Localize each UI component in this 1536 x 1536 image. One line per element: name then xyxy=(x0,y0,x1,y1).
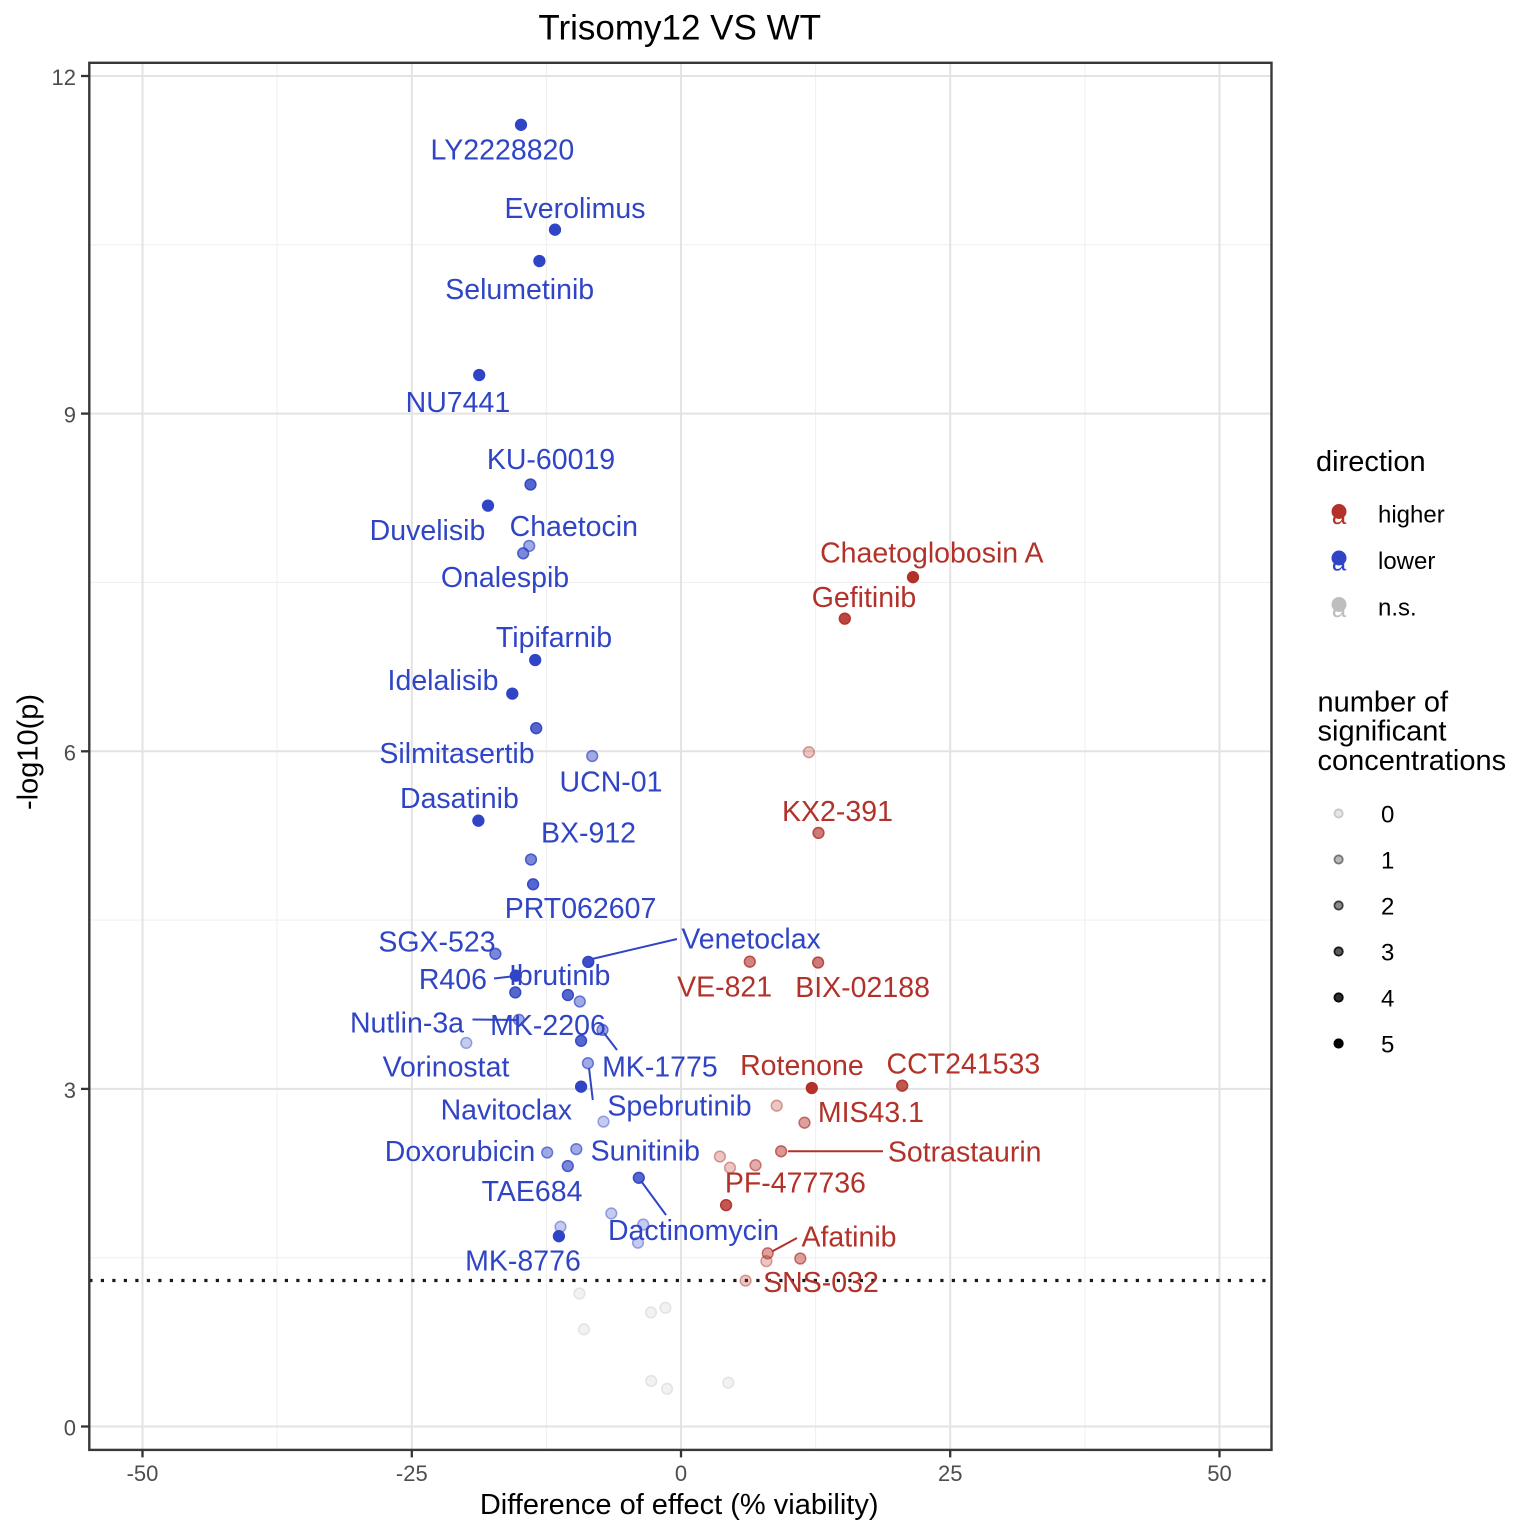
svg-text:5: 5 xyxy=(1381,1031,1394,1058)
svg-text:Spebrutinib: Spebrutinib xyxy=(607,1091,751,1123)
svg-text:KU-60019: KU-60019 xyxy=(487,444,615,476)
svg-text:Chaetocin: Chaetocin xyxy=(510,511,638,543)
svg-text:number of: number of xyxy=(1318,686,1450,718)
svg-text:n.s.: n.s. xyxy=(1378,595,1417,622)
svg-text:-log10(p): -log10(p) xyxy=(13,694,45,810)
svg-text:direction: direction xyxy=(1316,446,1426,478)
svg-text:Venetoclax: Venetoclax xyxy=(681,924,820,956)
svg-text:0: 0 xyxy=(1381,801,1394,828)
svg-text:Everolimus: Everolimus xyxy=(505,193,646,225)
svg-text:Afatinib: Afatinib xyxy=(801,1221,896,1253)
svg-text:-50: -50 xyxy=(127,1461,159,1486)
svg-text:Chaetoglobosin A: Chaetoglobosin A xyxy=(820,538,1043,570)
svg-text:50: 50 xyxy=(1207,1461,1231,1486)
svg-text:Difference of effect (% viabil: Difference of effect (% viability) xyxy=(480,1489,879,1521)
svg-text:LY2228820: LY2228820 xyxy=(431,135,575,167)
svg-text:Onalespib: Onalespib xyxy=(441,562,569,594)
svg-text:1: 1 xyxy=(1381,847,1394,874)
svg-text:-25: -25 xyxy=(396,1461,428,1486)
svg-text:3: 3 xyxy=(64,1078,76,1103)
svg-text:25: 25 xyxy=(938,1461,962,1486)
svg-text:Tipifarnib: Tipifarnib xyxy=(496,622,612,654)
svg-text:Gefitinib: Gefitinib xyxy=(812,582,917,614)
svg-text:MK-1775: MK-1775 xyxy=(602,1052,718,1084)
svg-text:Doxorubicin: Doxorubicin xyxy=(385,1136,536,1168)
svg-text:Nutlin-3a: Nutlin-3a xyxy=(350,1007,464,1039)
svg-text:PF-477736: PF-477736 xyxy=(725,1168,866,1200)
svg-text:Ibrutinib: Ibrutinib xyxy=(509,960,610,992)
svg-text:BX-912: BX-912 xyxy=(541,818,636,850)
svg-text:Selumetinib: Selumetinib xyxy=(445,274,594,306)
svg-text:R406: R406 xyxy=(419,964,487,996)
svg-text:Rotenone: Rotenone xyxy=(740,1050,864,1082)
svg-text:Trisomy12 VS WT: Trisomy12 VS WT xyxy=(538,9,821,48)
svg-text:Sotrastaurin: Sotrastaurin xyxy=(888,1136,1042,1168)
svg-text:0: 0 xyxy=(675,1461,687,1486)
svg-text:3: 3 xyxy=(1381,939,1394,966)
svg-text:UCN-01: UCN-01 xyxy=(560,767,663,799)
svg-text:12: 12 xyxy=(52,65,76,90)
svg-text:a: a xyxy=(1332,593,1347,623)
svg-text:significant: significant xyxy=(1318,715,1447,747)
svg-text:higher: higher xyxy=(1378,502,1445,529)
svg-text:Navitoclax: Navitoclax xyxy=(441,1095,572,1127)
svg-text:concentrations: concentrations xyxy=(1318,745,1507,777)
svg-text:PRT062607: PRT062607 xyxy=(505,893,657,925)
svg-text:BIX-02188: BIX-02188 xyxy=(795,972,930,1004)
svg-text:SGX-523: SGX-523 xyxy=(378,927,495,959)
svg-text:6: 6 xyxy=(64,740,76,765)
svg-text:SNS-032: SNS-032 xyxy=(763,1267,879,1299)
svg-text:TAE684: TAE684 xyxy=(482,1176,583,1208)
svg-text:MK-8776: MK-8776 xyxy=(465,1245,581,1277)
svg-text:CCT241533: CCT241533 xyxy=(887,1049,1041,1081)
svg-text:Silmitasertib: Silmitasertib xyxy=(379,738,534,770)
svg-text:a: a xyxy=(1332,547,1347,577)
svg-text:Dactinomycin: Dactinomycin xyxy=(608,1215,779,1247)
svg-text:Sunitinib: Sunitinib xyxy=(591,1135,700,1167)
svg-text:Vorinostat: Vorinostat xyxy=(383,1052,510,1084)
svg-text:a: a xyxy=(1332,500,1347,530)
svg-text:2: 2 xyxy=(1381,893,1394,920)
svg-text:Duvelisib: Duvelisib xyxy=(370,515,486,547)
svg-text:MIS43.1: MIS43.1 xyxy=(818,1097,924,1129)
svg-text:lower: lower xyxy=(1378,548,1435,575)
svg-text:0: 0 xyxy=(64,1416,76,1441)
svg-text:4: 4 xyxy=(1381,985,1394,1012)
svg-text:NU7441: NU7441 xyxy=(406,387,511,419)
svg-text:VE-821: VE-821 xyxy=(677,972,772,1004)
svg-text:MK-2206: MK-2206 xyxy=(490,1010,606,1042)
svg-text:KX2-391: KX2-391 xyxy=(782,796,893,828)
svg-text:Idelalisib: Idelalisib xyxy=(388,665,499,697)
svg-text:Dasatinib: Dasatinib xyxy=(400,783,519,815)
svg-text:9: 9 xyxy=(64,403,76,428)
